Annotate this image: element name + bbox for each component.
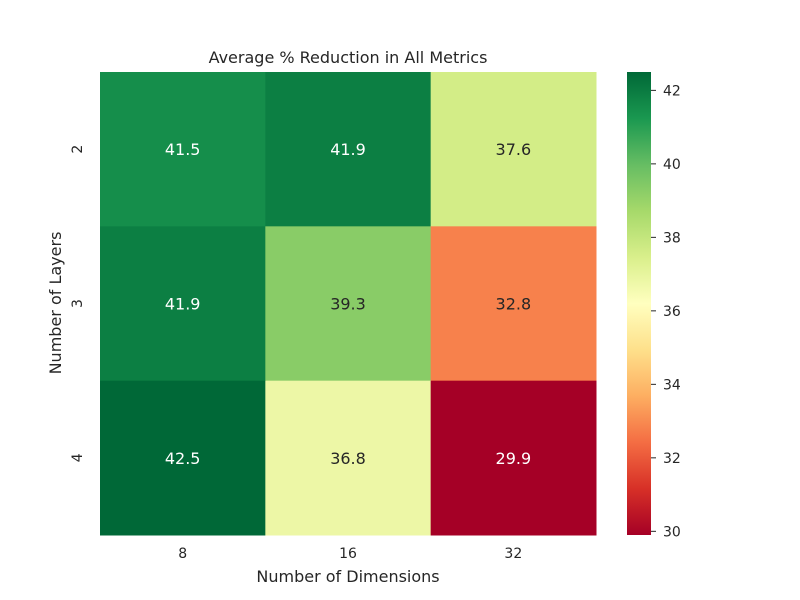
colorbar bbox=[627, 72, 651, 535]
colorbar-tick-label: 36 bbox=[663, 304, 681, 320]
x-axis-label: Number of Dimensions bbox=[256, 567, 439, 586]
colorbar-tick-label: 42 bbox=[663, 83, 681, 99]
cell-value-label: 42.5 bbox=[165, 449, 201, 468]
y-tick-label: 3 bbox=[70, 299, 86, 308]
heatmap-cell bbox=[265, 380, 432, 536]
heatmap-cell bbox=[430, 72, 597, 227]
heatmap-cells: 41.5 41.9 37.6 41.9 39.3 32.8 42.5 36.8 29.9 bbox=[100, 72, 597, 536]
cell-value-label: 41.5 bbox=[165, 140, 201, 159]
heatmap-cell bbox=[265, 72, 432, 227]
colorbar-tick-label: 38 bbox=[663, 230, 681, 246]
colorbar-tick-label: 32 bbox=[663, 451, 681, 467]
chart-title: Average % Reduction in All Metrics bbox=[209, 48, 488, 67]
cell-value-label: 41.9 bbox=[330, 140, 366, 159]
y-axis-label: Number of Layers bbox=[46, 232, 65, 375]
x-axis-ticks: 8 16 32 bbox=[178, 546, 522, 562]
heatmap-cell bbox=[100, 380, 266, 536]
cell-value-label: 39.3 bbox=[330, 295, 366, 314]
cell-value-label: 32.8 bbox=[496, 295, 532, 314]
y-axis-ticks: 2 3 4 bbox=[70, 145, 86, 463]
cell-value-label: 37.6 bbox=[496, 140, 532, 159]
y-tick-label: 2 bbox=[70, 145, 86, 154]
y-tick-label: 4 bbox=[70, 453, 86, 462]
cell-value-label: 41.9 bbox=[165, 295, 201, 314]
heatmap-cell bbox=[430, 226, 597, 382]
x-tick-label: 8 bbox=[178, 546, 187, 562]
colorbar-tick-label: 30 bbox=[663, 524, 681, 540]
heatmap-cell bbox=[100, 72, 266, 227]
colorbar-tick-label: 34 bbox=[663, 377, 681, 393]
colorbar-ticks: 30 32 34 36 38 40 42 bbox=[651, 83, 681, 540]
x-tick-label: 16 bbox=[339, 546, 357, 562]
heatmap-cell bbox=[100, 226, 266, 382]
colorbar-tick-label: 40 bbox=[663, 157, 681, 173]
heatmap-cell bbox=[430, 380, 597, 536]
cell-value-label: 36.8 bbox=[330, 449, 366, 468]
heatmap-cell bbox=[265, 226, 432, 382]
cell-value-label: 29.9 bbox=[496, 449, 532, 468]
x-tick-label: 32 bbox=[504, 546, 522, 562]
